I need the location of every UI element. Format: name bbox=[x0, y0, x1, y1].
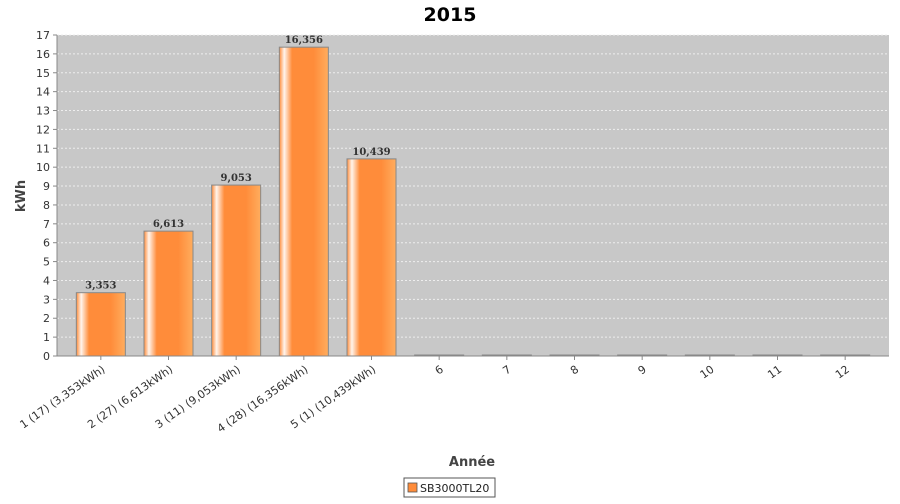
data-label: 6,613 bbox=[153, 219, 184, 230]
y-tick-label: 17 bbox=[36, 29, 50, 42]
y-tick-label: 6 bbox=[43, 237, 50, 250]
y-tick-label: 2 bbox=[43, 312, 50, 325]
bars bbox=[75, 46, 871, 357]
y-tick-label: 0 bbox=[43, 350, 50, 363]
y-tick-label: 8 bbox=[43, 199, 50, 212]
y-tick-label: 10 bbox=[36, 161, 50, 174]
bar bbox=[346, 158, 397, 357]
plot-area bbox=[57, 35, 889, 356]
y-tick-label: 1 bbox=[43, 331, 50, 344]
y-tick-label: 9 bbox=[43, 180, 50, 193]
chart-title: 2015 bbox=[424, 4, 477, 26]
bar bbox=[278, 46, 329, 357]
y-tick-label: 3 bbox=[43, 293, 50, 306]
y-tick-label: 11 bbox=[36, 142, 50, 155]
y-tick-label: 12 bbox=[36, 123, 50, 136]
x-tick-label: 12 bbox=[833, 363, 852, 382]
x-tick-label: 7 bbox=[500, 363, 513, 378]
y-tick-label: 7 bbox=[43, 218, 50, 231]
x-tick-label: 9 bbox=[636, 363, 649, 378]
data-label: 16,356 bbox=[285, 35, 323, 46]
x-tick-label: 8 bbox=[568, 363, 581, 378]
bar bbox=[75, 292, 126, 357]
data-label: 9,053 bbox=[221, 173, 252, 184]
y-tick-label: 14 bbox=[36, 86, 50, 99]
y-tick-label: 5 bbox=[43, 256, 50, 269]
legend-box bbox=[403, 477, 496, 498]
x-axis-ticks: 1 (17) (3,353kWh)2 (27) (6,613kWh)3 (11)… bbox=[17, 356, 852, 435]
legend-label: SB3000TL20 bbox=[420, 482, 489, 495]
data-label: 3,353 bbox=[85, 281, 116, 292]
y-axis-title: kWh bbox=[14, 180, 29, 212]
y-tick-label: 4 bbox=[43, 274, 50, 287]
legend-swatch bbox=[407, 482, 418, 493]
x-tick-label: 6 bbox=[433, 363, 446, 378]
y-tick-label: 15 bbox=[36, 67, 50, 80]
bar bbox=[211, 184, 262, 357]
x-tick-label: 10 bbox=[698, 363, 717, 382]
data-label: 10,439 bbox=[352, 147, 390, 158]
x-axis-title: Année bbox=[449, 455, 495, 470]
y-tick-label: 16 bbox=[36, 48, 50, 61]
legend: SB3000TL20 bbox=[403, 477, 496, 498]
y-tick-label: 13 bbox=[36, 105, 50, 118]
x-tick-label: 11 bbox=[765, 363, 784, 382]
bar bbox=[143, 230, 194, 357]
gridlines bbox=[57, 34, 889, 338]
data-labels: 3,353 6,613 9,053 16,356 10,439 bbox=[85, 35, 391, 292]
